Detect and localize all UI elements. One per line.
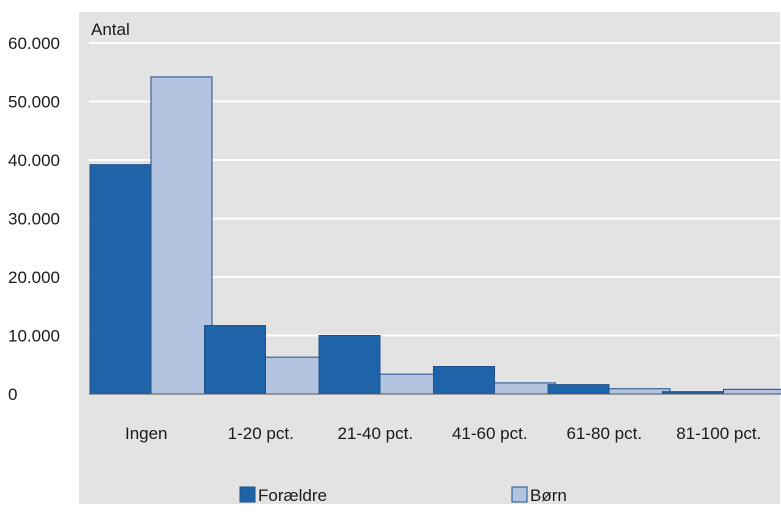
bar-Forældre-0	[89, 164, 152, 395]
bar-Børn-3	[494, 382, 556, 395]
legend-swatch-0	[239, 486, 256, 503]
y-tick-label: 20.000	[8, 268, 60, 287]
x-tick-label: 21-40 pct.	[337, 424, 413, 443]
y-tick-label: 30.000	[8, 210, 60, 229]
bar-Børn-1	[265, 356, 327, 395]
y-tick-label: 40.000	[8, 151, 60, 170]
bar-Forældre-4	[547, 384, 610, 395]
y-axis-ticks: 0 10.000 20.000 30.000 40.000 50.000 60.000	[8, 34, 60, 404]
y-tick-label: 10.000	[8, 327, 60, 346]
x-tick-label: Ingen	[125, 424, 168, 443]
bar-Forældre-2	[318, 335, 381, 395]
bar-Børn-0	[150, 76, 213, 395]
y-axis-label: Antal	[91, 20, 130, 39]
legend-label: Forældre	[258, 486, 327, 505]
x-axis-ticks: Ingen 1-20 pct. 21-40 pct. 41-60 pct. 61-80 …	[125, 424, 761, 443]
bars	[89, 76, 781, 395]
bar-Forældre-3	[433, 366, 495, 395]
legend: Forældre Børn	[239, 486, 567, 505]
y-tick-label: 50.000	[8, 93, 60, 112]
x-tick-label: 61-80 pct.	[566, 424, 642, 443]
x-tick-label: 81-100 pct.	[676, 424, 761, 443]
legend-label: Børn	[530, 486, 567, 505]
y-tick-label: 60.000	[8, 34, 60, 53]
bar-Børn-4	[608, 388, 671, 395]
bar-Børn-2	[379, 373, 442, 395]
y-tick-label: 0	[8, 385, 17, 404]
x-tick-label: 41-60 pct.	[452, 424, 528, 443]
x-tick-label: 1-20 pct.	[228, 424, 294, 443]
bar-Børn-5	[723, 388, 781, 395]
legend-swatch-1	[511, 486, 528, 503]
bar-Forældre-1	[204, 325, 266, 395]
